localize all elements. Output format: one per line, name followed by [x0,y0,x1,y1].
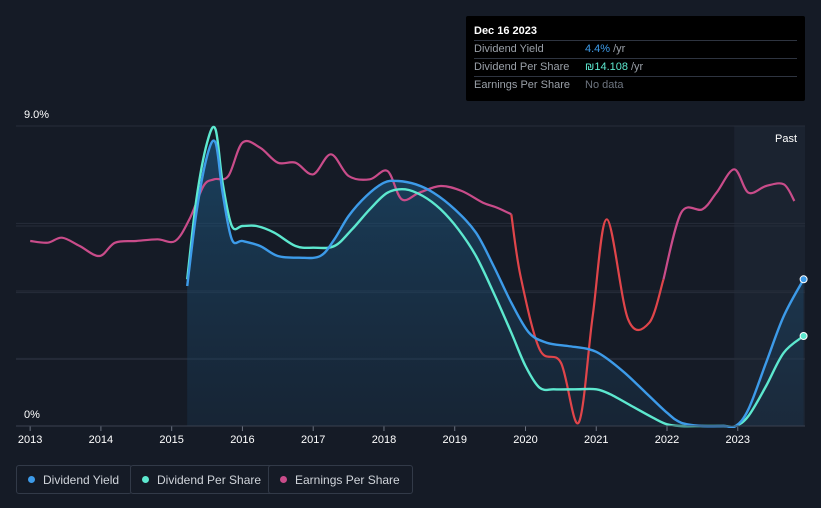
legend-item-dividend-yield[interactable]: Dividend Yield [16,465,133,494]
earnings-per-share-line [30,139,512,258]
earnings-per-share-line-negative [510,214,665,425]
x-tick-label: 2023 [726,434,750,446]
y-axis-label-bottom: 0% [24,409,40,421]
legend-label: Dividend Yield [43,472,120,487]
dividend-yield-area [187,140,804,428]
x-tick-label: 2014 [89,434,113,446]
tooltip-value: ₪14.108 [585,61,628,73]
tooltip-row-earnings-per-share: Earnings Per Share No data [474,76,797,94]
legend-item-earnings-per-share[interactable]: Earnings Per Share [268,465,413,494]
tooltip-label: Dividend Yield [474,43,544,55]
tooltip-value: 4.4% [585,43,611,55]
legend-dot-icon [28,476,35,483]
dividend-yield-end-dot [799,275,808,284]
legend-dot-icon [280,476,287,483]
legend-dot-icon [142,476,149,483]
x-tick-label: 2022 [655,434,679,446]
legend-label: Dividend Per Share [157,472,262,487]
earnings-per-share-line [662,168,796,280]
x-tick-label: 2020 [513,434,537,446]
x-tick-label: 2016 [230,434,254,446]
x-axis-ticks: 2013 2014 2015 2016 2017 2018 2019 2020 2021 2022… [16,425,805,446]
x-tick-label: 2013 [18,434,42,446]
legend-label: Earnings Per Share [295,472,400,487]
tooltip-date: Dec 16 2023 [474,25,537,37]
tooltip-unit: /yr [631,61,644,73]
x-tick-label: 2019 [442,434,466,446]
tooltip-value: No data [585,79,624,91]
tooltip-row-dividend-per-share: Dividend Per Share ₪14.108 /yr [474,58,797,76]
y-axis-label-top: 9.0% [24,109,49,121]
tooltip-label: Dividend Per Share [474,61,570,73]
x-tick-label: 2018 [372,434,396,446]
series-end-dots [799,275,808,340]
tooltip-label: Earnings Per Share [474,79,570,91]
dividend-area [187,140,804,428]
x-tick-label: 2021 [584,434,608,446]
legend-item-dividend-per-share[interactable]: Dividend Per Share [130,465,275,494]
dividend-per-share-end-dot [799,332,808,340]
tooltip-row-dividend-yield: Dividend Yield 4.4% /yr [474,40,797,58]
tooltip-unit: /yr [613,43,626,55]
past-label: Past [775,133,797,145]
hover-tooltip: Dec 16 2023 Dividend Yield 4.4% /yr Divi… [466,16,805,101]
x-tick-label: 2015 [159,434,183,446]
x-tick-label: 2017 [301,434,325,446]
